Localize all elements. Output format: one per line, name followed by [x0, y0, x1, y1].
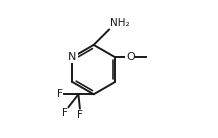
Text: O: O [126, 52, 135, 62]
Text: NH₂: NH₂ [110, 18, 130, 28]
Text: F: F [77, 110, 83, 120]
Text: F: F [57, 89, 63, 99]
Text: N: N [68, 52, 77, 62]
Text: F: F [61, 108, 67, 118]
